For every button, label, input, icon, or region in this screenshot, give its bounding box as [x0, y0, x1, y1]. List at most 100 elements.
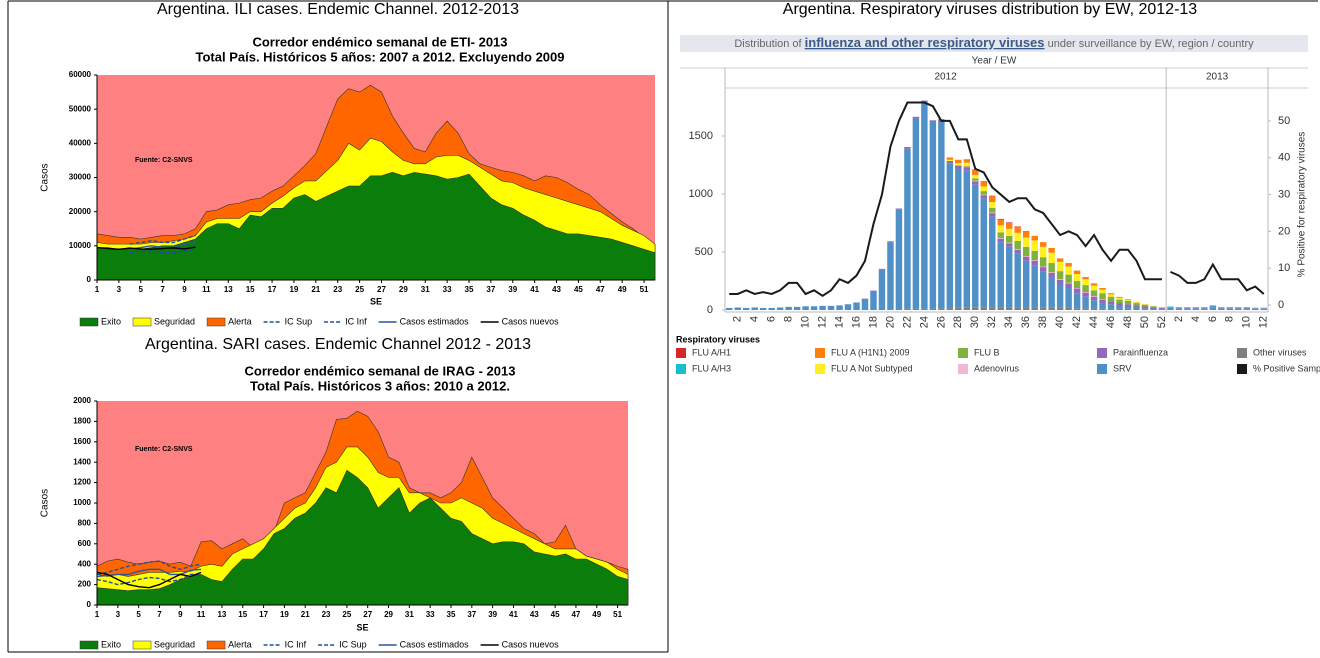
bar-segment [1260, 309, 1267, 311]
bar-segment [1056, 271, 1064, 280]
y-tick-label: 1600 [73, 437, 91, 446]
bar-segment [1124, 300, 1132, 305]
bar-segment [929, 120, 937, 123]
x-tick-label: 11 [197, 610, 206, 619]
bar-segment [1133, 309, 1140, 311]
bar-segment [1116, 303, 1123, 306]
bar-segment [1226, 307, 1234, 309]
bar-segment [955, 307, 962, 311]
chart-title: Corredor endémico semanal de IRAG - 2013 [245, 363, 516, 378]
bar-segment [1048, 247, 1055, 253]
bar-segment [776, 307, 784, 311]
legend-label: Seguridad [154, 316, 195, 326]
bar-segment [1141, 304, 1149, 307]
bar-segment [1014, 226, 1021, 228]
bar-segment [1252, 309, 1259, 311]
x-tick-label: 10 [1241, 316, 1253, 328]
bar-segment [1073, 281, 1081, 288]
bar-segment [1073, 288, 1081, 294]
bar-segment [1133, 302, 1140, 304]
bar-segment [1006, 222, 1013, 224]
x-tick-label: 37 [467, 610, 476, 619]
bar-segment [1056, 279, 1064, 280]
bar-segment [972, 178, 979, 181]
legend-label: Parainfluenza [1113, 347, 1168, 357]
x-tick-label: 6 [766, 316, 778, 322]
x-tick-label: 49 [592, 610, 601, 619]
bar-segment [972, 184, 979, 308]
chart-title: Total País. Históricos 3 años: 2010 a 20… [250, 378, 510, 393]
x-tick-label: 43 [530, 610, 539, 619]
legend-swatch [1237, 364, 1247, 374]
x-tick-label: 11 [202, 285, 211, 294]
bar-segment [870, 290, 877, 311]
bar-segment [1039, 257, 1047, 267]
bar-segment [1175, 308, 1183, 310]
bar-segment [1133, 305, 1140, 308]
legend-title: Respiratory viruses [676, 334, 760, 344]
series-line [96, 571, 202, 589]
x-tick-label: 48 [1122, 316, 1134, 328]
bar-segment [1022, 231, 1030, 232]
x-tick-label: 30 [969, 316, 981, 328]
bar-segment [980, 195, 987, 199]
x-tick-label: 3 [117, 285, 122, 294]
bar-segment [1099, 287, 1106, 290]
bar-segment [955, 165, 962, 169]
x-tick-label: 14 [833, 316, 845, 328]
bar-segment [1124, 299, 1132, 301]
bar-segment [972, 181, 979, 185]
legend-label: FLU A Not Subtyped [831, 363, 913, 373]
x-tick-label: 9 [178, 610, 183, 619]
bar-segment [1006, 228, 1013, 236]
bar-segment [878, 269, 886, 311]
bar-segment [997, 225, 1004, 233]
y2-tick-label: 10 [1278, 262, 1290, 274]
subtitle: Distribution of influenza and other resp… [734, 35, 1254, 50]
y2-tick-label: 40 [1278, 152, 1290, 164]
bar-segment [1048, 252, 1055, 264]
bar-segment [955, 163, 962, 166]
bar-segment [1014, 307, 1021, 311]
bar-segment [1039, 267, 1047, 272]
x-tick-label: 44 [1088, 316, 1100, 328]
subtitle-part: Distribution of [734, 38, 804, 50]
bar-segment [1048, 272, 1055, 273]
bar-segment [1022, 307, 1030, 311]
legend-swatch [132, 317, 152, 327]
bar-segment [1107, 293, 1115, 295]
legend-label: SRV [1113, 363, 1131, 373]
y-tick-label: 0 [87, 275, 92, 284]
legend-swatch [958, 364, 968, 374]
chart-title: Total País. Históricos 5 años: 2007 a 20… [196, 49, 565, 64]
bar-segment [1065, 307, 1072, 311]
bar-segment [887, 241, 894, 243]
bar-segment [1107, 296, 1115, 302]
x-tick-label: 51 [640, 285, 649, 294]
legend-label: IC Inf [345, 316, 367, 326]
x-tick-label: 15 [238, 610, 247, 619]
x-tick-label: 24 [918, 316, 930, 328]
y-tick-label: 200 [78, 580, 92, 589]
x-tick-label: 52 [1156, 316, 1168, 328]
bar-segment [1252, 307, 1259, 309]
legend-label: Alerta [228, 639, 252, 649]
bar-segment [997, 218, 1004, 220]
legend-label: FLU A (H1N1) 2009 [831, 347, 910, 357]
x-tick-label: 47 [571, 610, 580, 619]
bar-segment [1150, 308, 1157, 310]
bar-segment [997, 307, 1004, 311]
bar-segment [1201, 307, 1208, 308]
x-tick-label: 25 [355, 285, 364, 294]
subtitle-part: under surveillance by EW, region / count… [1045, 38, 1255, 50]
bar-segment [1039, 271, 1047, 308]
bar-segment [1158, 308, 1166, 310]
panel-title: Argentina. ILI cases. Endemic Channel. 2… [157, 1, 519, 18]
bar-segment [1082, 292, 1089, 297]
bar-segment [1090, 296, 1098, 297]
bar-segment [1175, 309, 1183, 311]
subtitle-bar [680, 35, 1308, 52]
bar-segment [997, 238, 1004, 239]
bar-segment [989, 212, 996, 214]
bar-segment [912, 118, 920, 309]
